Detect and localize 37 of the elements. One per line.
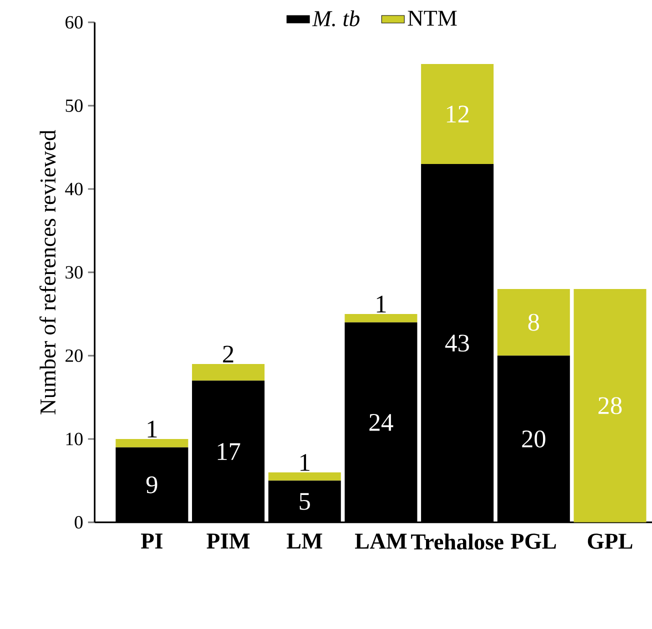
legend-label: M. tb <box>312 10 360 26</box>
bar <box>268 472 341 481</box>
x-tick-label: PIM <box>206 534 250 548</box>
data-label: 2 <box>223 346 234 362</box>
y-tick-label: 0 <box>74 516 83 529</box>
data-label: 5 <box>300 493 310 510</box>
x-tick-label: PI <box>141 534 162 548</box>
y-tick-label: 50 <box>66 99 83 112</box>
bar <box>116 439 188 448</box>
data-label: 12 <box>446 106 469 122</box>
x-tick-label: GPL <box>588 534 632 549</box>
bar <box>192 364 265 381</box>
x-tick-label: PGL <box>510 534 556 549</box>
data-label: 1 <box>300 454 310 471</box>
data-label: 43 <box>445 334 469 352</box>
y-tick-label: 40 <box>65 182 83 196</box>
data-label: 20 <box>522 430 546 448</box>
x-tick-label: Trehalose <box>411 534 504 550</box>
data-label: 1 <box>148 420 157 438</box>
bar <box>344 314 418 322</box>
data-label: 24 <box>369 414 394 431</box>
y-tick-label: 10 <box>66 432 83 446</box>
legend-label: NTM <box>408 10 457 26</box>
y-axis-title: Number of references reviewed <box>39 130 56 414</box>
x-tick-label: LM <box>286 534 322 548</box>
data-label: 9 <box>146 476 158 494</box>
y-tick-label: 60 <box>66 16 83 29</box>
data-label: 1 <box>376 296 386 312</box>
x-tick-label: LAM <box>355 534 407 549</box>
bar <box>497 289 570 356</box>
bar <box>421 64 494 164</box>
bar <box>574 289 646 522</box>
data-label: 8 <box>528 314 539 331</box>
data-label: 28 <box>598 397 622 414</box>
y-tick-label: 20 <box>66 349 83 362</box>
y-tick-label: 30 <box>66 266 83 279</box>
data-label: 17 <box>218 443 240 460</box>
